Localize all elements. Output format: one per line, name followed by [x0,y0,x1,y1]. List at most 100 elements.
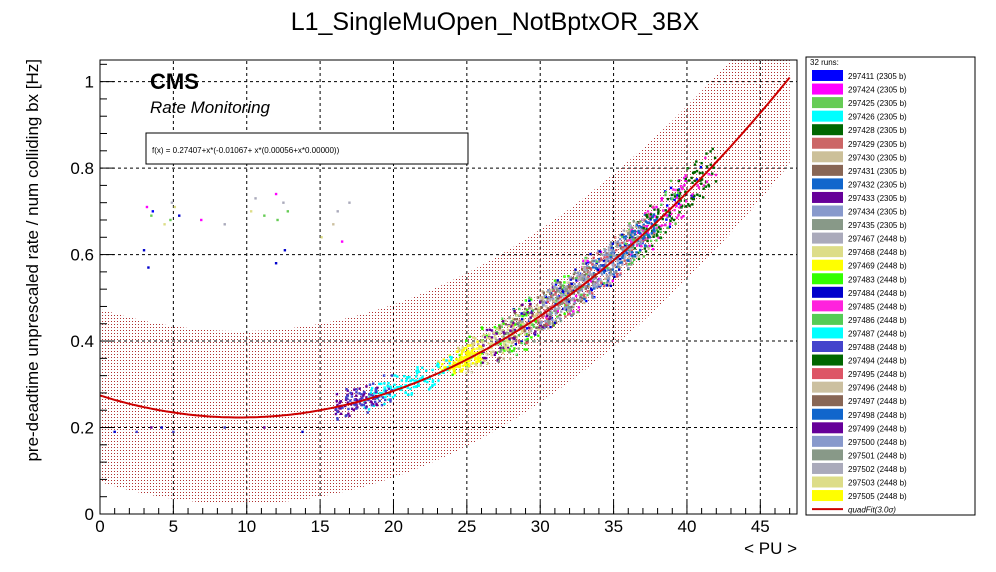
data-point [594,277,598,280]
data-point [680,204,684,208]
data-point [623,236,626,239]
data-point [665,218,668,221]
data-point [602,284,606,288]
data-point [655,218,659,221]
legend-item: 297467 (2448 b) [812,232,907,244]
data-point [551,322,554,325]
data-point [680,187,684,191]
data-point [541,326,545,329]
data-point [593,264,596,267]
data-point [675,204,678,208]
data-point [646,210,650,213]
data-point [485,328,489,332]
data-point [638,244,642,247]
data-point [524,338,527,342]
data-point [454,361,457,364]
data-point [509,332,512,335]
data-point [670,193,674,197]
outlier-point [147,266,150,269]
data-point [656,212,660,215]
data-point [588,266,591,270]
data-point [468,335,471,338]
data-point [483,359,486,362]
data-point [607,248,611,252]
data-point [410,392,414,395]
legend-item: 297468 (2448 b) [812,246,907,258]
data-point [387,381,390,385]
data-point [598,259,602,262]
data-point [686,203,690,206]
data-point [373,392,376,395]
data-point [523,312,526,316]
data-point [568,306,571,309]
data-point [563,308,566,311]
data-point [632,238,636,241]
data-point [568,285,572,288]
data-point [565,287,568,291]
data-point [550,282,554,286]
legend-label: 297429 (2305 b) [848,140,907,149]
data-point [528,326,531,329]
data-point [568,276,571,280]
data-point [621,254,625,257]
data-point [341,406,344,410]
data-point [560,287,563,291]
legend-label: 297430 (2305 b) [848,153,907,162]
legend-label: 297499 (2448 b) [848,424,907,433]
data-point [563,275,566,278]
data-point [336,403,339,407]
data-point [380,403,384,407]
data-point [651,234,654,237]
data-point [393,383,396,387]
data-point [597,260,601,264]
data-point [627,224,631,227]
data-point [665,214,669,218]
data-point [678,210,681,214]
legend-label: 297503 (2448 b) [848,479,907,488]
data-point [606,279,610,282]
data-point [515,318,519,321]
data-point [615,265,619,269]
data-point [687,179,691,182]
data-point [657,236,660,240]
legend-label: 297486 (2448 b) [848,316,907,325]
data-point [416,368,419,371]
data-point [684,177,688,181]
fit-band [100,60,790,504]
outlier-point [151,210,155,213]
legend-item-fit: quadFit(3.0σ) [812,506,896,515]
data-point [517,333,521,337]
data-point [664,193,667,197]
data-point [540,320,543,324]
data-point [652,231,655,234]
data-point [625,262,628,265]
data-point [487,342,490,345]
legend-swatch [812,273,843,285]
data-point [500,317,504,320]
data-point [501,351,505,355]
data-point [574,294,578,298]
data-point [554,321,558,324]
data-point [523,333,527,336]
data-point [603,253,607,257]
legend-label: 297435 (2305 b) [848,221,907,230]
data-point [695,178,699,181]
data-point [409,379,413,382]
data-point [581,265,585,269]
data-point [698,171,702,175]
data-point [587,289,591,293]
data-point [490,354,494,357]
data-point [457,349,461,352]
data-point [476,359,480,362]
data-point [597,257,601,261]
data-point [495,343,498,346]
data-point [557,306,560,310]
data-point [608,256,611,260]
data-point [493,353,497,357]
data-point [569,309,573,312]
data-point [632,240,636,243]
data-point [680,206,683,209]
data-point [564,308,568,311]
data-point [587,275,590,279]
